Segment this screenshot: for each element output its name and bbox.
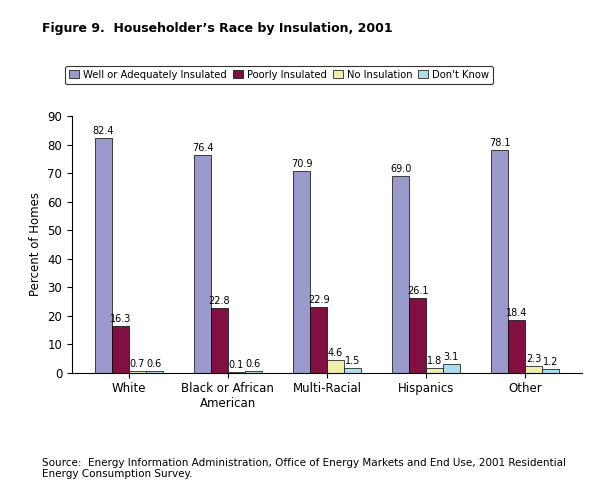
Bar [525, 366, 542, 373]
Text: 0.6: 0.6 [245, 359, 261, 369]
Bar [245, 371, 262, 373]
Text: 1.2: 1.2 [543, 357, 558, 367]
Bar [409, 298, 426, 373]
Text: 0.7: 0.7 [130, 359, 145, 369]
Bar [443, 364, 460, 373]
Bar [491, 150, 508, 373]
Bar [194, 155, 211, 373]
Bar [129, 371, 146, 373]
Legend: Well or Adequately Insulated, Poorly Insulated, No Insulation, Don't Know: Well or Adequately Insulated, Poorly Ins… [65, 65, 493, 84]
Bar [95, 138, 112, 373]
Bar [344, 368, 361, 373]
Bar [293, 170, 310, 373]
Bar [327, 360, 344, 373]
Bar [310, 307, 327, 373]
Bar [542, 369, 559, 373]
Text: 78.1: 78.1 [489, 138, 511, 148]
Text: 4.6: 4.6 [328, 348, 343, 358]
Bar [508, 320, 525, 373]
Text: 1.5: 1.5 [344, 356, 360, 366]
Text: 1.8: 1.8 [427, 356, 442, 365]
Text: 82.4: 82.4 [93, 126, 115, 136]
Text: 26.1: 26.1 [407, 287, 428, 296]
Bar [211, 308, 228, 373]
Bar [112, 326, 129, 373]
Bar [392, 176, 409, 373]
Text: 22.8: 22.8 [209, 296, 230, 306]
Text: 70.9: 70.9 [291, 159, 313, 168]
Y-axis label: Percent of Homes: Percent of Homes [29, 193, 42, 296]
Text: 0.6: 0.6 [146, 359, 162, 369]
Text: 18.4: 18.4 [506, 308, 527, 318]
Text: 3.1: 3.1 [444, 352, 459, 362]
Text: 2.3: 2.3 [526, 354, 541, 364]
Text: 76.4: 76.4 [192, 143, 214, 153]
Bar [426, 367, 443, 373]
Text: 22.9: 22.9 [308, 295, 329, 305]
Text: Source:  Energy Information Administration, Office of Energy Markets and End Use: Source: Energy Information Administratio… [42, 457, 566, 479]
Text: 69.0: 69.0 [390, 164, 412, 174]
Text: Figure 9.  Householder’s Race by Insulation, 2001: Figure 9. Householder’s Race by Insulati… [42, 22, 392, 35]
Bar [146, 371, 163, 373]
Text: 0.1: 0.1 [229, 361, 244, 370]
Text: 16.3: 16.3 [110, 314, 131, 324]
